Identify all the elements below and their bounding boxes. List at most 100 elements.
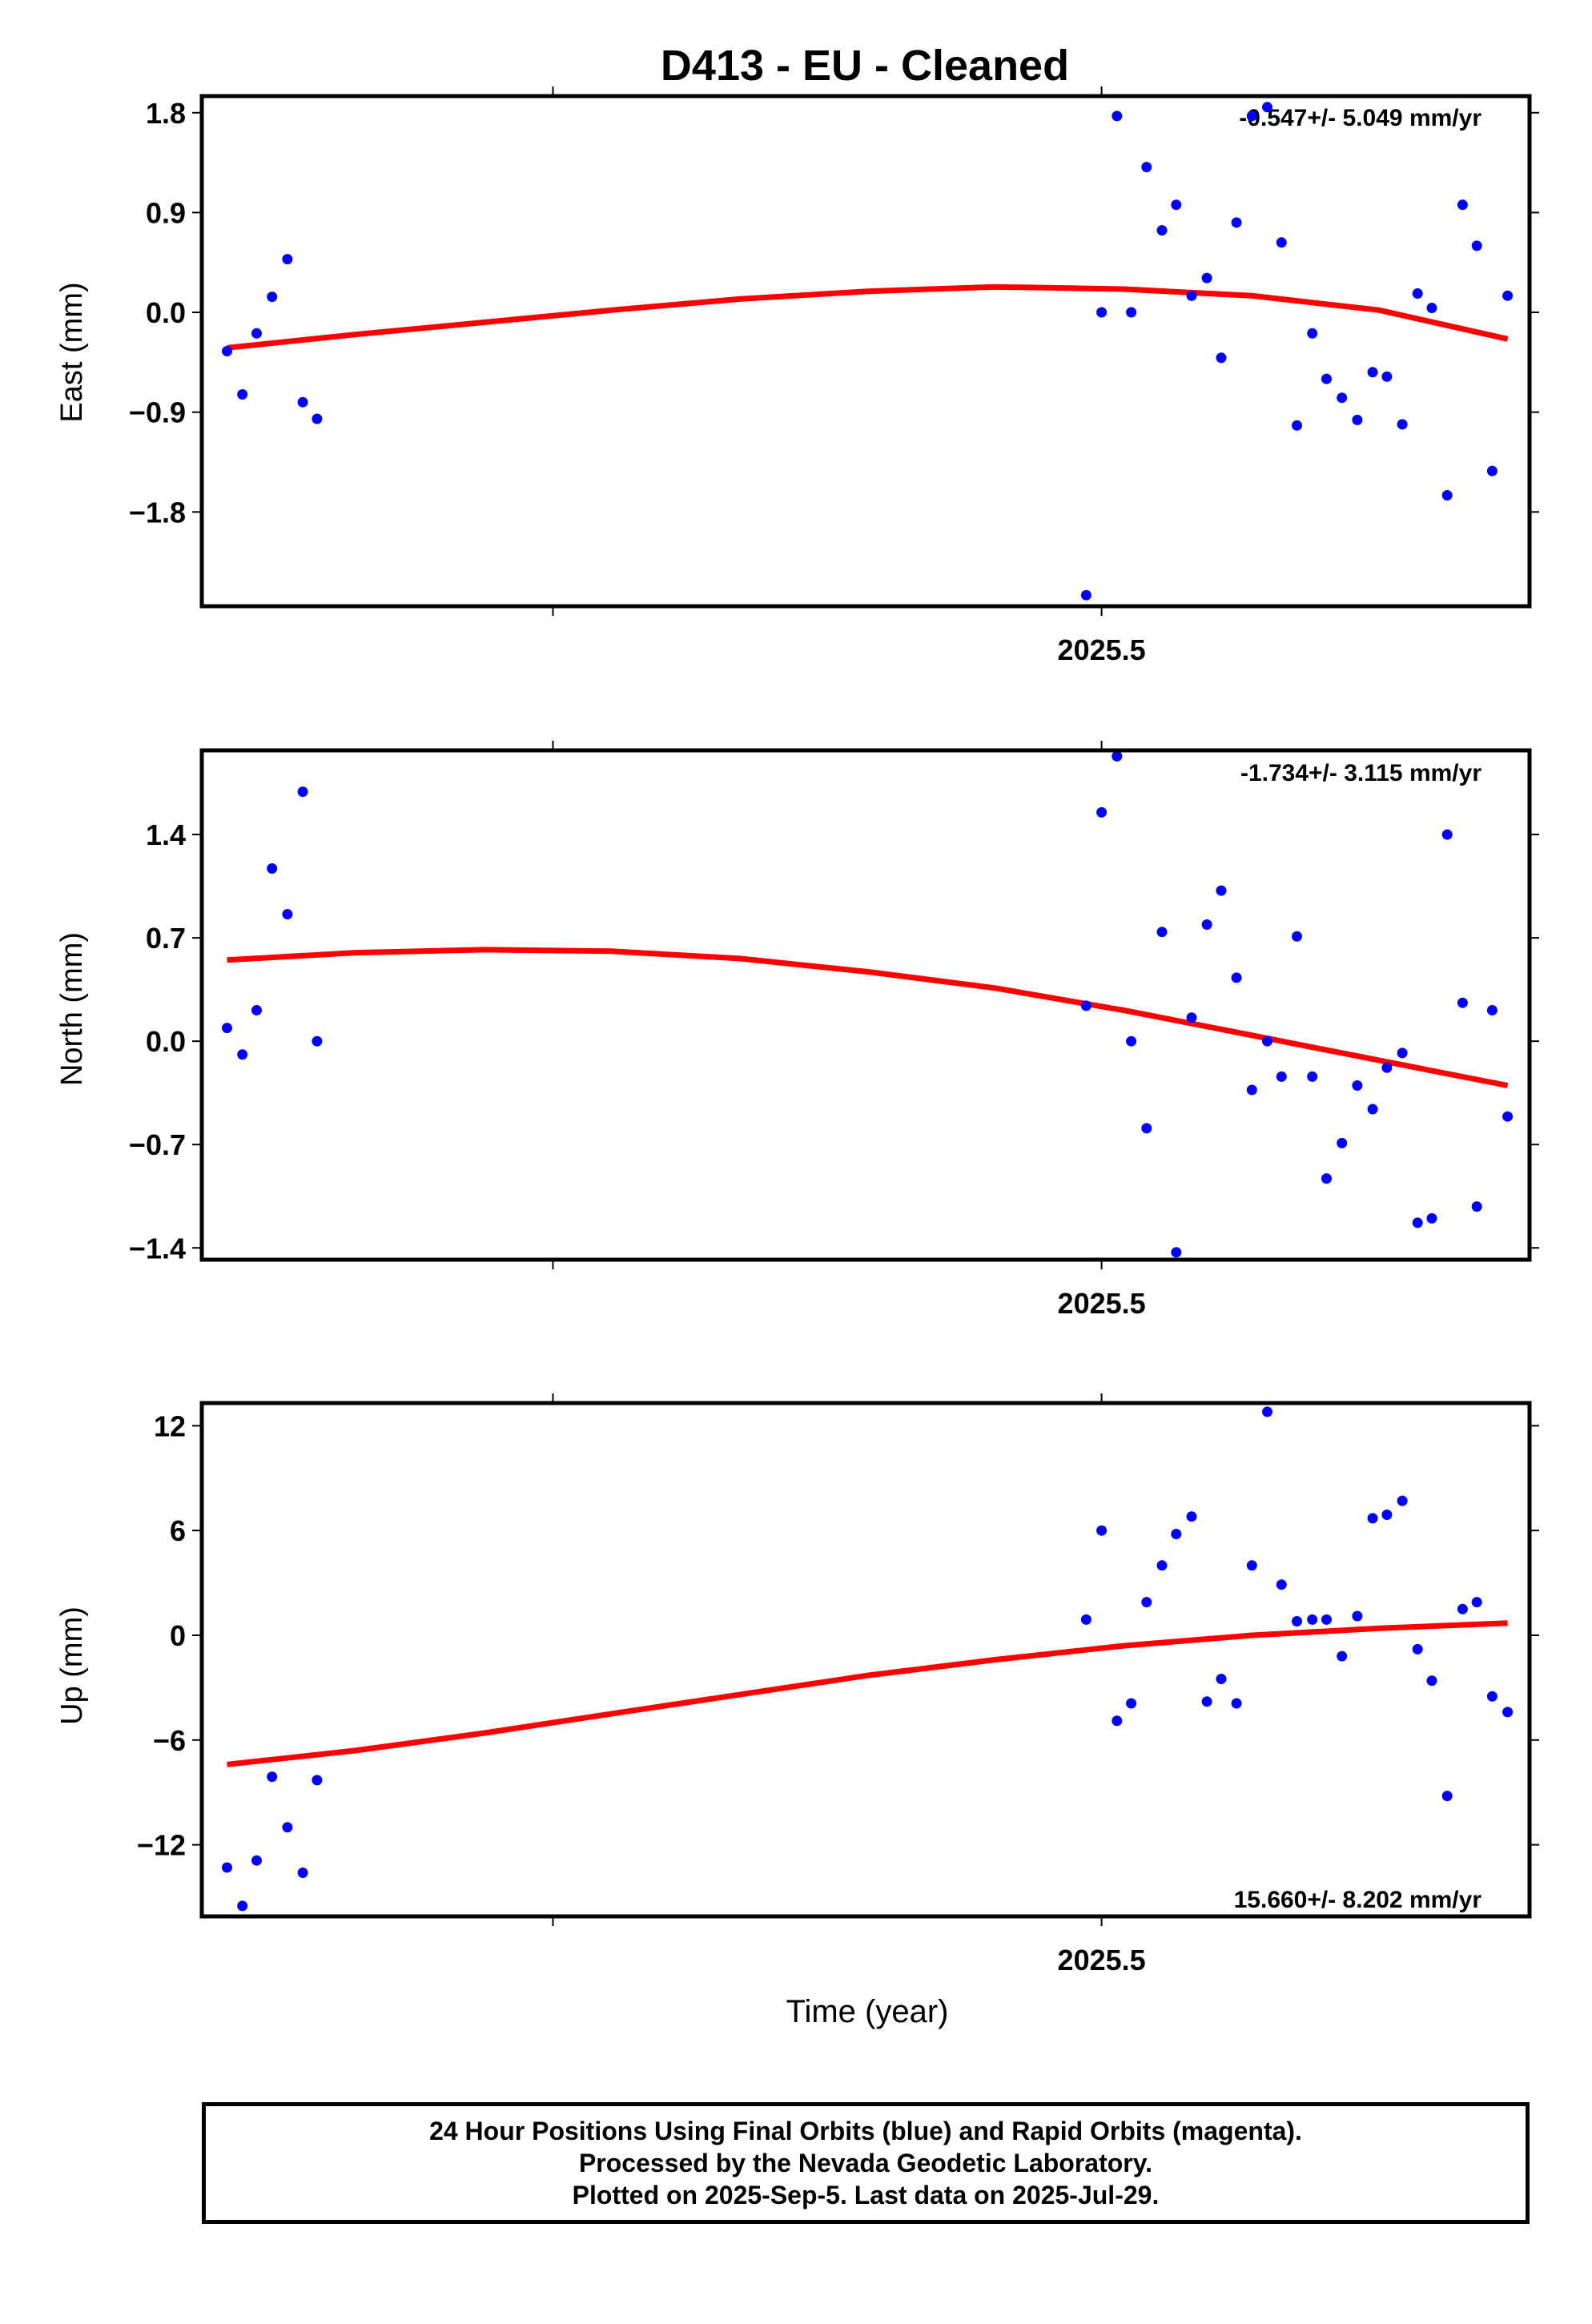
east-data-point bbox=[1080, 589, 1091, 601]
north-data-point bbox=[1426, 1212, 1437, 1224]
north-data-point bbox=[1381, 1062, 1393, 1073]
north-fit-line bbox=[227, 947, 1509, 1088]
east-data-point bbox=[1292, 420, 1302, 431]
up-data-point bbox=[1171, 1529, 1182, 1539]
north-ytick-label: 0.0 bbox=[146, 1025, 186, 1058]
up-data-point bbox=[1231, 1698, 1242, 1709]
up-data-point bbox=[1262, 1406, 1272, 1417]
east-ytick-label: 0.9 bbox=[146, 196, 186, 229]
east-data-point bbox=[297, 396, 308, 408]
east-fit-line bbox=[227, 283, 1509, 351]
east-data-point bbox=[1486, 465, 1498, 476]
north-data-point bbox=[297, 786, 308, 798]
east-data-point bbox=[1096, 307, 1108, 318]
north-data-point bbox=[1141, 1123, 1152, 1134]
east-data-point bbox=[222, 346, 232, 356]
up-data-point bbox=[1216, 1674, 1227, 1684]
east-rate-label: -0.547+/- 5.049 mm/yr bbox=[1239, 105, 1481, 131]
east-data-point bbox=[1412, 288, 1423, 299]
north-data-point bbox=[1397, 1047, 1408, 1059]
north-data-point bbox=[1246, 1084, 1257, 1096]
east-data-point bbox=[1381, 371, 1393, 382]
up-plot-frame bbox=[199, 1401, 1532, 1919]
up-data-point bbox=[1426, 1675, 1437, 1687]
north-plot-frame bbox=[199, 748, 1532, 1262]
up-data-point bbox=[1201, 1696, 1212, 1707]
up-data-point bbox=[237, 1900, 248, 1912]
footer-line-processed: Processed by the Nevada Geodetic Laborat… bbox=[578, 2149, 1153, 2177]
north-ytick-label: −0.7 bbox=[129, 1128, 186, 1161]
up-data-point bbox=[1126, 1698, 1137, 1709]
north-ytick-label: 0.7 bbox=[146, 922, 186, 955]
up-data-point bbox=[297, 1868, 308, 1878]
east-data-point bbox=[1171, 199, 1182, 211]
east-ytick-label: −0.9 bbox=[129, 396, 186, 429]
up-fit-line bbox=[227, 1620, 1508, 1767]
north-data-point bbox=[1186, 1012, 1197, 1023]
footer-line-orbits: 24 Hour Positions Using Final Orbits (bl… bbox=[429, 2117, 1302, 2145]
x-axis-label: Time (year) bbox=[786, 1994, 949, 2029]
north-data-point bbox=[1276, 1071, 1287, 1082]
north-data-point bbox=[1441, 829, 1453, 840]
up-y-axis-label: Up (mm) bbox=[55, 1606, 89, 1725]
east-data-point bbox=[1201, 272, 1212, 283]
up-data-point bbox=[1502, 1707, 1514, 1718]
east-plot-frame bbox=[199, 94, 1532, 609]
north-data-point bbox=[1367, 1104, 1378, 1115]
east-data-point bbox=[1457, 199, 1468, 211]
up-data-point bbox=[1276, 1579, 1287, 1590]
up-data-point bbox=[1486, 1691, 1498, 1702]
up-data-point bbox=[1412, 1643, 1423, 1655]
north-rate-label: -1.734+/- 3.115 mm/yr bbox=[1240, 760, 1481, 786]
up-data-point bbox=[1096, 1525, 1108, 1536]
east-ytick-label: −1.8 bbox=[129, 496, 186, 529]
up-data-point bbox=[1246, 1560, 1257, 1571]
up-xtick-label: 2025.5 bbox=[1058, 1944, 1146, 1976]
north-data-point bbox=[1126, 1035, 1137, 1047]
north-data-point bbox=[1352, 1080, 1363, 1091]
east-data-point bbox=[1352, 414, 1363, 425]
north-data-point bbox=[1231, 972, 1242, 983]
east-xtick-label: 2025.5 bbox=[1058, 633, 1146, 666]
east-data-point bbox=[1397, 419, 1408, 430]
east-ytick-label: 1.8 bbox=[146, 97, 186, 130]
east-data-point bbox=[267, 292, 278, 303]
east-data-point bbox=[282, 254, 293, 265]
up-data-point bbox=[1397, 1495, 1408, 1506]
east-data-point bbox=[1367, 367, 1378, 378]
up-data-point bbox=[1080, 1614, 1091, 1625]
east-data-point bbox=[1156, 225, 1168, 236]
east-data-point bbox=[1216, 352, 1227, 364]
up-data-point bbox=[1367, 1513, 1378, 1524]
north-data-point bbox=[282, 909, 293, 920]
up-data-point bbox=[282, 1822, 293, 1833]
up-ytick-label: −12 bbox=[137, 1829, 186, 1862]
north-ytick-label: 1.4 bbox=[146, 818, 186, 851]
east-data-point bbox=[312, 413, 323, 424]
east-data-point bbox=[1262, 102, 1272, 113]
east-data-point bbox=[1246, 111, 1257, 122]
north-data-point bbox=[1156, 927, 1168, 938]
east-y-axis-label: East (mm) bbox=[55, 282, 89, 422]
up-data-point bbox=[1441, 1791, 1453, 1802]
north-xtick-label: 2025.5 bbox=[1058, 1287, 1146, 1320]
north-data-point bbox=[1171, 1247, 1182, 1258]
east-data-point bbox=[1337, 392, 1348, 404]
up-data-point bbox=[1352, 1610, 1363, 1622]
north-data-point bbox=[1337, 1137, 1348, 1148]
north-data-point bbox=[1486, 1005, 1498, 1015]
north-data-point bbox=[1502, 1111, 1514, 1122]
north-data-point bbox=[1457, 997, 1468, 1008]
up-panel: 15.660+/- 8.202 mm/yr Up (mm) 12 6 0 −6 −12 2… bbox=[55, 1393, 1539, 1976]
east-data-point bbox=[237, 389, 248, 400]
north-data-point bbox=[1216, 885, 1227, 896]
east-data-point bbox=[251, 328, 262, 339]
east-data-point bbox=[1471, 240, 1482, 251]
east-ytick-label: 0.0 bbox=[146, 296, 186, 329]
north-data-point bbox=[1412, 1217, 1423, 1228]
up-data-point bbox=[1381, 1510, 1393, 1520]
north-data-point bbox=[1112, 750, 1123, 762]
up-data-point bbox=[222, 1862, 232, 1873]
footer-info-box: 24 Hour Positions Using Final Orbits (bl… bbox=[202, 2102, 1530, 2224]
